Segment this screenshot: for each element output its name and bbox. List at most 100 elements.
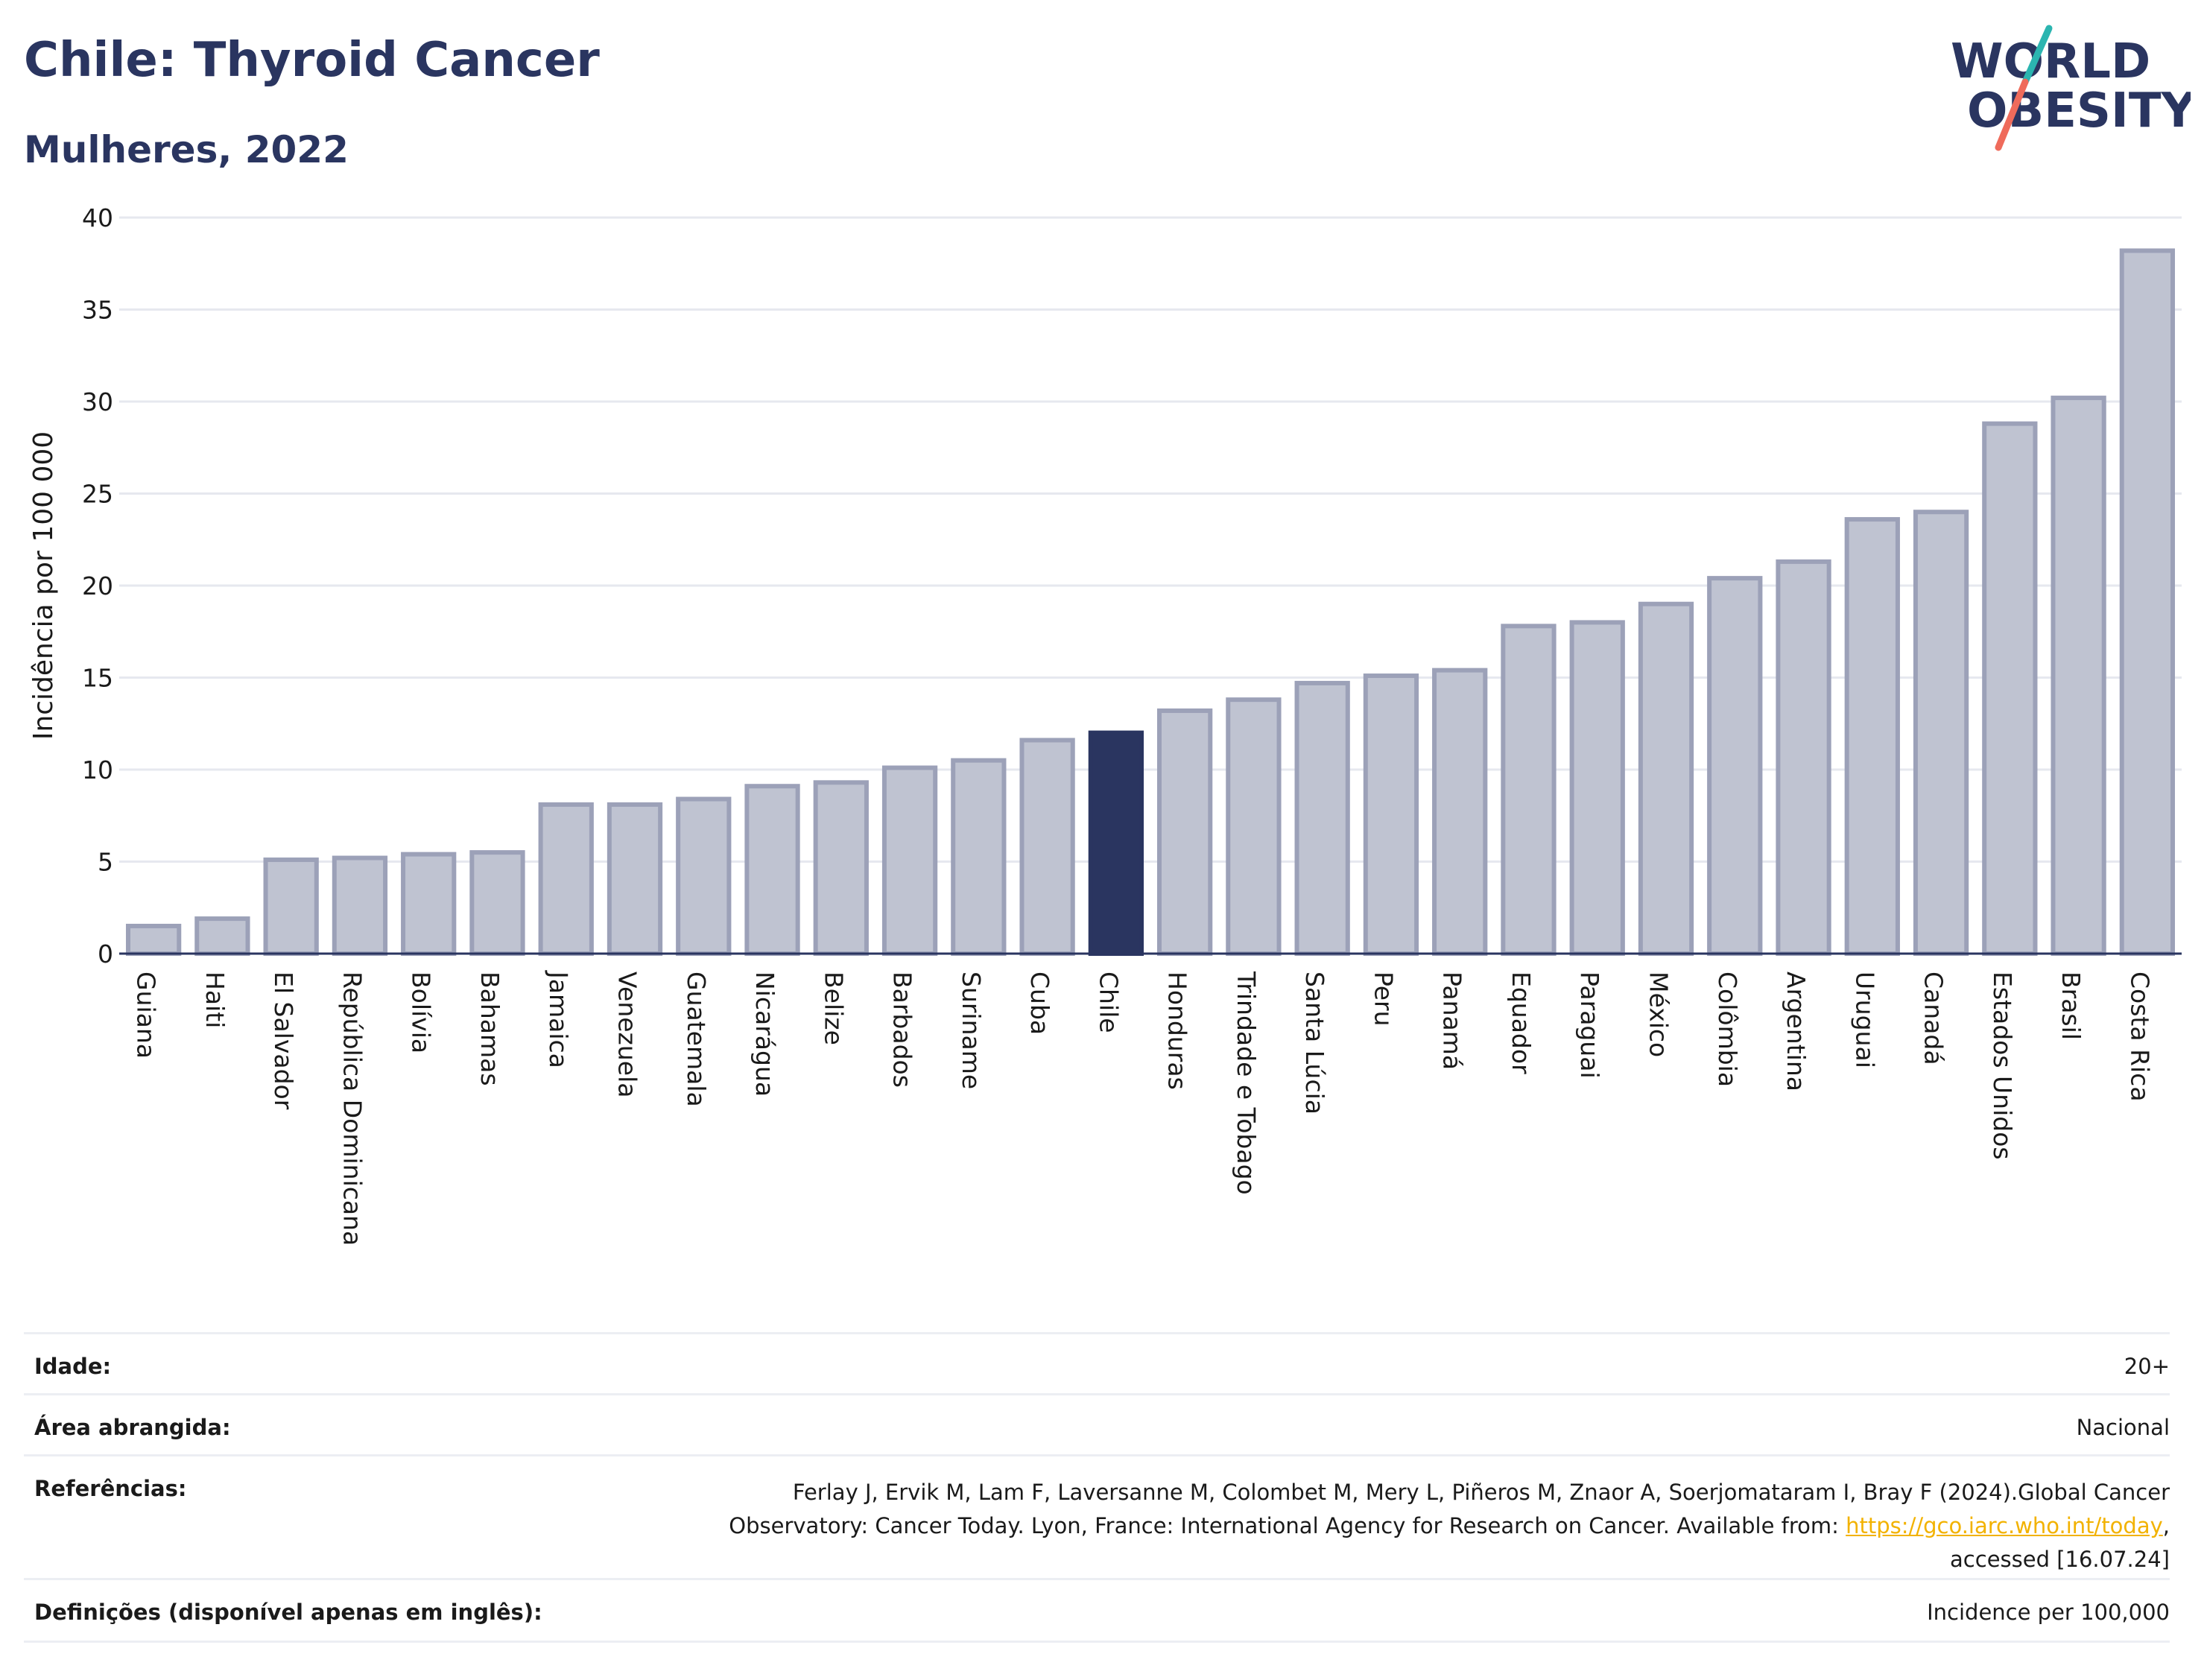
bar-chile[interactable] <box>1088 730 1144 956</box>
bars <box>125 248 2176 957</box>
x-tick-label: Chile <box>1094 971 1123 1033</box>
meta-row-age: Idade: 20+ <box>24 1332 2170 1395</box>
x-tick-label: Colômbia <box>1713 971 1742 1087</box>
y-tick-label: 40 <box>82 203 113 232</box>
logo-slash-teal <box>2021 25 2053 86</box>
x-tick-label: Santa Lúcia <box>1300 971 1329 1115</box>
y-tick-label: 0 <box>98 939 113 969</box>
meta-row-definitions: Definições (disponível apenas em inglês)… <box>24 1578 2170 1643</box>
page-subtitle: Mulheres, 2022 <box>24 128 349 171</box>
bar-méxico[interactable] <box>1638 601 1694 956</box>
references-label: Referências: <box>34 1476 187 1501</box>
y-tick-label: 15 <box>82 664 113 693</box>
bar-panamá[interactable] <box>1432 668 1488 956</box>
x-tick-label: Cuba <box>1025 971 1054 1035</box>
bar-belize[interactable] <box>813 780 869 957</box>
references-line-1: Ferlay J, Ervik M, Lam F, Laversanne M, … <box>792 1480 2170 1505</box>
x-tick-label: Venezuela <box>613 971 642 1097</box>
y-tick-label: 35 <box>82 296 113 325</box>
world-obesity-logo[interactable]: WORLD OBESITY <box>1937 22 2196 156</box>
bar-jamaica[interactable] <box>538 802 594 957</box>
area-label: Área abrangida: <box>34 1415 231 1440</box>
references-line-2-text: Observatory: Cancer Today. Lyon, France:… <box>729 1513 1846 1538</box>
bar-argentina[interactable] <box>1776 559 1831 956</box>
bar-chart: 0 5 10 15 20 25 30 35 40 Guiana Haiti El Salvador R… <box>28 203 2182 1246</box>
y-tick-labels: 0 5 10 15 20 25 30 35 40 <box>82 203 113 969</box>
bar-nicarágua[interactable] <box>744 784 800 956</box>
x-tick-label: Jamaica <box>544 970 573 1068</box>
y-tick-label: 10 <box>82 755 113 784</box>
bar-guiana[interactable] <box>125 923 182 956</box>
references-line-2: Observatory: Cancer Today. Lyon, France:… <box>605 1509 2170 1543</box>
x-tick-label: Uruguai <box>1850 971 1879 1068</box>
meta-row-references: Referências: Ferlay J, Ervik M, Lam F, L… <box>24 1454 2170 1580</box>
y-axis-label: Incidência por 100 000 <box>28 431 59 740</box>
bar-paraguai[interactable] <box>1569 620 1625 957</box>
bar-peru[interactable] <box>1363 673 1419 957</box>
bar-haiti[interactable] <box>194 916 250 956</box>
x-tick-label: Brasil <box>2056 971 2086 1040</box>
logo-slash-coral <box>1995 78 2029 151</box>
x-tick-label: Nicarágua <box>750 971 779 1097</box>
bar-bahamas[interactable] <box>469 850 525 957</box>
x-tick-label: Estados Unidos <box>1988 971 2017 1160</box>
x-tick-label: Bahamas <box>475 971 504 1086</box>
x-tick-labels: Guiana Haiti El Salvador República Dominica… <box>132 970 2155 1246</box>
bar-república-dominicana[interactable] <box>332 855 388 957</box>
bar-trindade-e-tobago[interactable] <box>1226 697 1282 956</box>
age-label: Idade: <box>34 1354 112 1379</box>
x-tick-label: Bolívia <box>407 971 436 1053</box>
x-tick-label: República Dominicana <box>338 971 367 1246</box>
x-tick-label: Guatemala <box>682 971 711 1107</box>
x-tick-label: Panamá <box>1438 971 1467 1070</box>
x-tick-label: Haiti <box>200 971 229 1028</box>
y-tick-label: 25 <box>82 480 113 509</box>
area-value: Nacional <box>2076 1415 2170 1440</box>
bar-santa-lúcia[interactable] <box>1294 680 1350 956</box>
x-tick-label: Peru <box>1369 971 1398 1027</box>
x-tick-label: Costa Rica <box>2125 971 2154 1102</box>
bar-uruguai[interactable] <box>1844 517 1900 956</box>
meta-row-area: Área abrangida: Nacional <box>24 1393 2170 1456</box>
y-tick-label: 20 <box>82 571 113 600</box>
x-tick-label: Equador <box>1507 971 1536 1074</box>
x-tick-label: Honduras <box>1163 971 1192 1090</box>
grid-lines <box>119 216 2182 863</box>
x-tick-label: Argentina <box>1782 971 1811 1091</box>
x-tick-label: Suriname <box>957 971 986 1089</box>
references-link[interactable]: https://gco.iarc.who.int/today <box>1846 1513 2163 1538</box>
x-tick-label: Paraguai <box>1575 971 1604 1079</box>
x-tick-label: Barbados <box>888 971 917 1088</box>
x-tick-label: Canadá <box>1919 971 1948 1065</box>
definitions-label: Definições (disponível apenas em inglês)… <box>34 1600 542 1625</box>
meta-bottom-divider <box>24 1641 2170 1643</box>
bar-el-salvador[interactable] <box>263 858 319 957</box>
bar-colômbia[interactable] <box>1707 576 1763 956</box>
age-value: 20+ <box>2124 1354 2170 1379</box>
bar-honduras[interactable] <box>1156 708 1213 957</box>
x-tick-label: Belize <box>819 971 848 1045</box>
bar-brasil[interactable] <box>2051 396 2106 956</box>
y-tick-label: 30 <box>82 387 113 416</box>
bar-estados-unidos[interactable] <box>1982 421 2038 956</box>
bar-barbados[interactable] <box>881 765 938 957</box>
bar-canadá[interactable] <box>1913 510 1969 956</box>
bar-suriname[interactable] <box>951 758 1007 957</box>
logo-line-1: WORLD <box>1951 34 2150 89</box>
bar-venezuela[interactable] <box>607 802 663 957</box>
bar-costa-rica[interactable] <box>2119 248 2176 956</box>
references-value: Ferlay J, Ervik M, Lam F, Laversanne M, … <box>605 1476 2170 1576</box>
references-line-2-end: , <box>2162 1513 2170 1538</box>
references-line-3: accessed [16.07.24] <box>1950 1547 2170 1572</box>
x-tick-label: El Salvador <box>269 971 298 1110</box>
definitions-value: Incidence per 100,000 <box>1927 1600 2170 1625</box>
y-tick-label: 5 <box>98 848 113 877</box>
x-tick-label: Trindade e Tobago <box>1232 971 1261 1195</box>
bar-cuba[interactable] <box>1019 738 1075 956</box>
bar-bolívia[interactable] <box>401 852 457 956</box>
bar-guatemala[interactable] <box>676 796 732 957</box>
bar-equador[interactable] <box>1501 624 1557 957</box>
page-title: Chile: Thyroid Cancer <box>24 33 600 88</box>
x-tick-label: México <box>1644 971 1673 1057</box>
x-tick-label: Guiana <box>132 971 161 1059</box>
